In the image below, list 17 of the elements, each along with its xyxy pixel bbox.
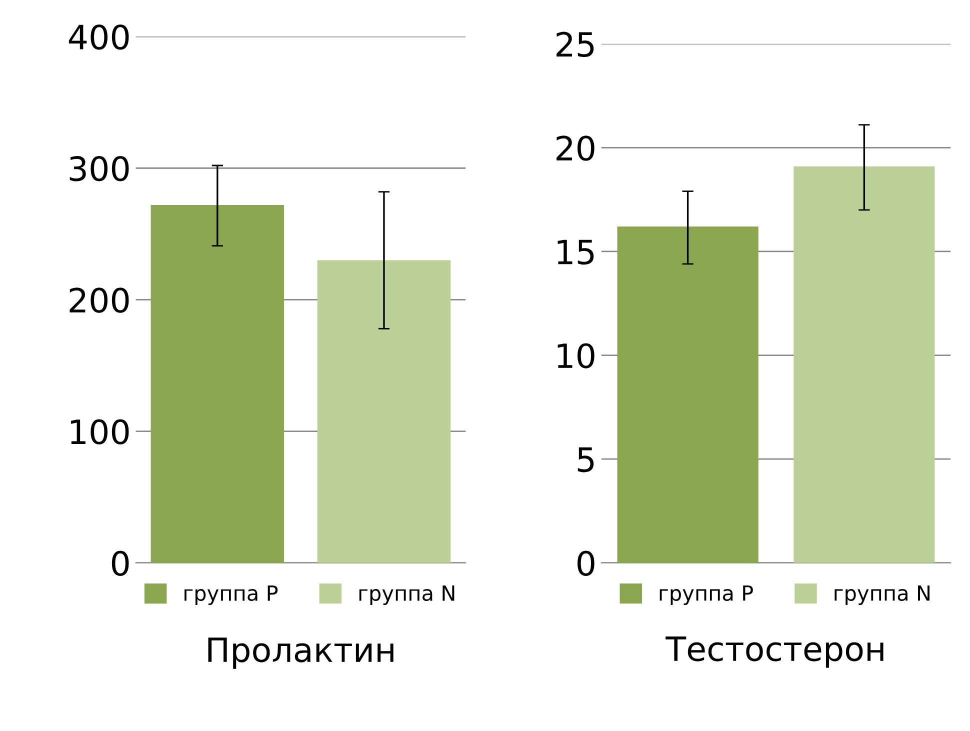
legend-label: группа P (660, 585, 753, 606)
y-tick-label: 20 (556, 136, 594, 161)
y-tick-label: 0 (578, 550, 594, 576)
text: Пролактин (208, 638, 394, 669)
y-tick-label: 200 (70, 288, 129, 313)
y-tick-label: 300 (70, 156, 129, 182)
y-tick-label: 5 (578, 447, 594, 472)
y-tick-label: 100 (70, 419, 129, 444)
text: Тестостерон (666, 636, 884, 668)
legend-label: группа P (184, 586, 278, 606)
legend-label: группа N (359, 586, 454, 606)
y-tick-label: 10 (558, 343, 594, 368)
legend-label: группа N (834, 585, 930, 606)
y-tick-label: 400 (68, 24, 129, 50)
y-tick-label: 15 (558, 240, 594, 265)
y-tick-label: 25 (556, 32, 594, 57)
y-tick-label: 0 (112, 550, 129, 576)
